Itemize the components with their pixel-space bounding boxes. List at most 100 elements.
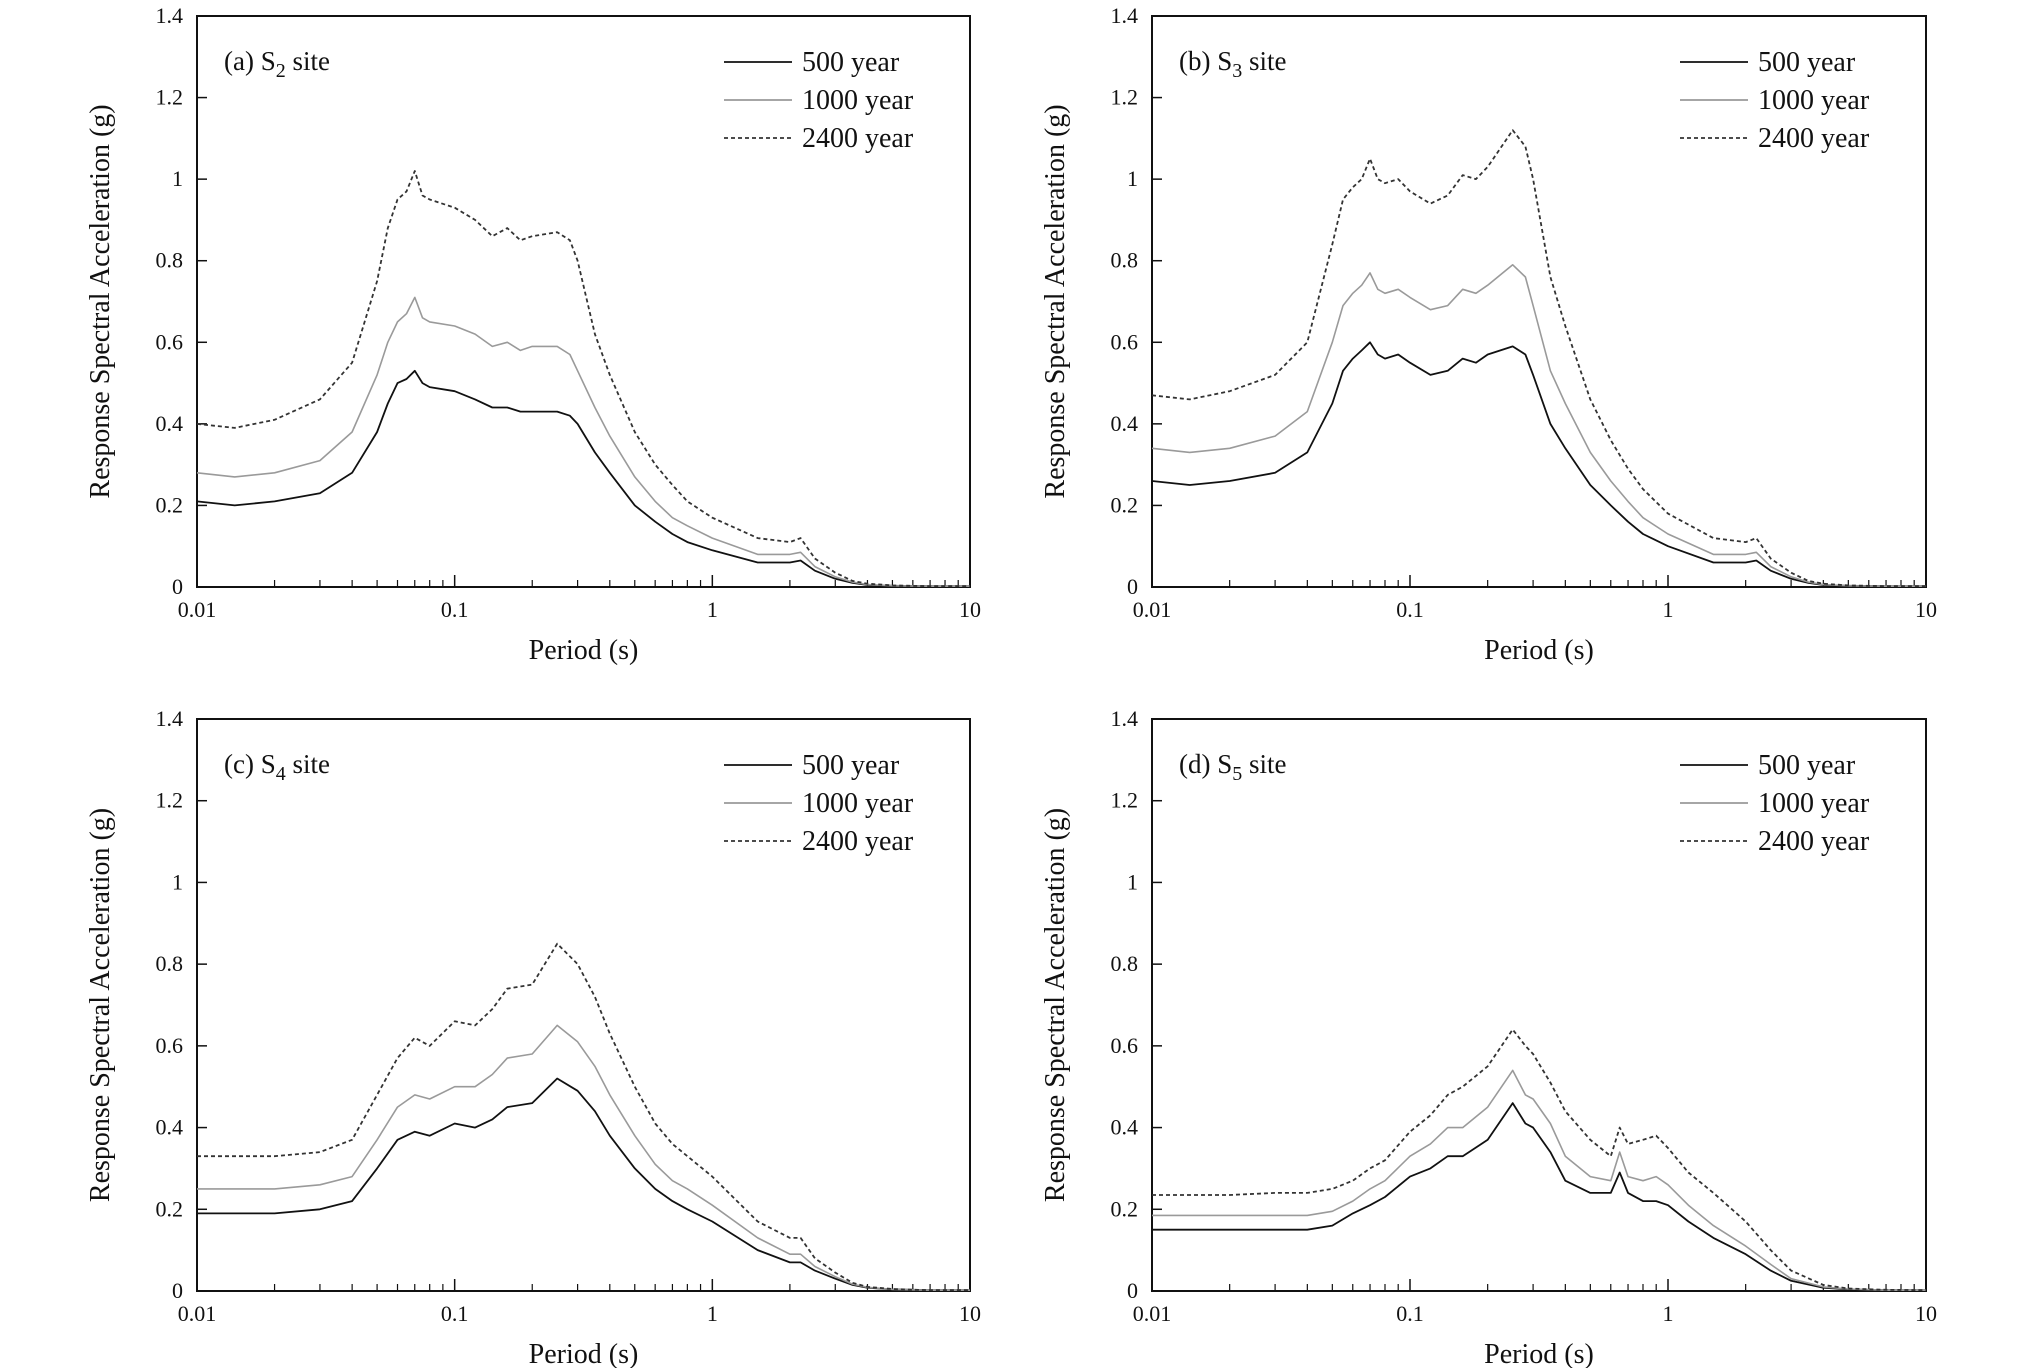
- y-tick-label: 0.6: [156, 1033, 184, 1058]
- y-tick-label: 1.2: [1111, 788, 1139, 813]
- y-tick-label: 0.6: [1111, 1033, 1139, 1058]
- series-line-1000-year: [197, 1024, 970, 1291]
- plot-frame: [1151, 15, 1927, 588]
- y-tick-label: 0: [172, 574, 183, 599]
- y-tick-label: 1: [172, 869, 183, 894]
- panel-title-text: (b) S: [1179, 46, 1232, 76]
- x-axis-label: Period (s): [529, 635, 639, 666]
- panel-title: (b) S3 site: [1179, 46, 1287, 82]
- legend-label: 2400 year: [1758, 826, 1870, 857]
- x-tick-label: 10: [959, 1301, 981, 1326]
- x-axis-label: Period (s): [1484, 635, 1594, 666]
- y-tick-label: 1.4: [1111, 3, 1139, 28]
- y-axis-label: Response Spectral Acceleration (g): [85, 808, 116, 1202]
- legend-label: 500 year: [1758, 750, 1856, 781]
- series-line-1000-year: [1152, 1069, 1926, 1291]
- plot-frame: [196, 718, 971, 1292]
- x-tick-label: 10: [1915, 1301, 1937, 1326]
- y-tick-label: 0.6: [156, 329, 184, 354]
- legend-label: 1000 year: [802, 85, 914, 116]
- x-tick-label: 0.01: [1133, 1301, 1172, 1326]
- x-axis-label: Period (s): [529, 1339, 639, 1368]
- panel-title: (c) S4 site: [224, 749, 330, 785]
- y-tick-label: 0: [1127, 574, 1138, 599]
- y-axis-label: Response Spectral Acceleration (g): [1040, 104, 1071, 498]
- chart-panel-a: 0 0.2 0.4 0.6 0.8 1 1.2 1.4 0.01 0.1 1 10 Period (s)…: [85, 3, 981, 666]
- x-tick-label: 1: [1663, 1301, 1674, 1326]
- x-axis-label: Period (s): [1484, 1339, 1594, 1368]
- legend-label: 500 year: [802, 750, 900, 781]
- panel-title-subscript: 4: [276, 763, 286, 785]
- panel-title-suffix: site: [286, 749, 330, 779]
- x-tick-label: 0.1: [441, 1301, 469, 1326]
- y-axis-label: Response Spectral Acceleration (g): [1040, 808, 1071, 1202]
- y-tick-label: 0.2: [1111, 1196, 1139, 1221]
- y-tick-label: 0.4: [1111, 1115, 1139, 1140]
- series-line-500-year: [1152, 1102, 1926, 1292]
- y-tick-label: 0.2: [1111, 492, 1139, 517]
- series-line-500-year: [197, 1077, 970, 1292]
- legend-label: 2400 year: [802, 123, 914, 154]
- y-tick-label: 0.8: [156, 248, 184, 273]
- panel-title-suffix: site: [1242, 46, 1286, 76]
- y-tick-label: 0.4: [156, 411, 184, 436]
- legend-label: 2400 year: [802, 826, 914, 857]
- legend-label: 500 year: [1758, 47, 1856, 78]
- y-tick-label: 0.2: [156, 1196, 184, 1221]
- y-tick-label: 1: [1127, 869, 1138, 894]
- y-tick-label: 1.4: [156, 706, 184, 731]
- y-tick-label: 0: [172, 1278, 183, 1303]
- y-tick-label: 0.4: [1111, 411, 1139, 436]
- panel-title-subscript: 5: [1232, 763, 1242, 785]
- x-tick-label: 0.01: [178, 597, 217, 622]
- series-line-1000-year: [1151, 263, 1926, 588]
- y-tick-label: 0: [1127, 1278, 1138, 1303]
- x-tick-label: 1: [707, 1301, 718, 1326]
- y-axis-label: Response Spectral Acceleration (g): [85, 104, 116, 498]
- chart-panel-c: 0 0.2 0.4 0.6 0.8 1 1.2 1.4 0.01 0.1 1 10 Period (s)…: [85, 706, 981, 1368]
- y-tick-label: 0.8: [1111, 248, 1139, 273]
- x-tick-label: 1: [707, 597, 718, 622]
- panel-title-text: (d) S: [1179, 749, 1232, 779]
- series-line-2400-year: [1151, 129, 1926, 588]
- legend-label: 1000 year: [1758, 85, 1870, 116]
- series-line-2400-year: [196, 170, 970, 588]
- x-tick-label: 0.1: [441, 597, 469, 622]
- panel-title-text: (a) S: [224, 46, 276, 76]
- panel-title-suffix: site: [286, 46, 330, 76]
- chart-panel-b: 0 0.2 0.4 0.6 0.8 1 1.2 1.4 0.01 0.1 1 10 Period (s)…: [1040, 3, 1937, 666]
- series-line-2400-year: [1152, 1028, 1927, 1292]
- x-tick-label: 0.1: [1396, 1301, 1424, 1326]
- y-tick-label: 0.2: [156, 492, 184, 517]
- legend-label: 1000 year: [802, 788, 914, 819]
- x-tick-label: 1: [1663, 597, 1674, 622]
- x-tick-label: 0.01: [1133, 597, 1172, 622]
- legend-label: 2400 year: [1758, 123, 1870, 154]
- x-tick-label: 10: [959, 597, 981, 622]
- series-line-2400-year: [197, 942, 970, 1292]
- y-tick-label: 1.2: [156, 788, 184, 813]
- legend-label: 1000 year: [1758, 788, 1870, 819]
- y-tick-label: 1.4: [1111, 706, 1139, 731]
- y-tick-label: 0.8: [156, 951, 184, 976]
- panel-title: (a) S2 site: [224, 46, 330, 82]
- x-tick-label: 0.01: [178, 1301, 217, 1326]
- y-tick-label: 1: [1127, 166, 1138, 191]
- y-tick-label: 0.4: [156, 1115, 184, 1140]
- panel-title-subscript: 3: [1232, 60, 1242, 82]
- y-tick-label: 1: [172, 166, 183, 191]
- series-line-1000-year: [196, 296, 970, 588]
- panel-title-suffix: site: [1242, 749, 1286, 779]
- plot-frame: [196, 15, 971, 588]
- y-tick-label: 1.2: [1111, 85, 1139, 110]
- legend-label: 500 year: [802, 47, 900, 78]
- panel-title-text: (c) S: [224, 749, 276, 779]
- x-tick-label: 10: [1915, 597, 1937, 622]
- plot-frame: [1151, 718, 1927, 1292]
- panel-title: (d) S5 site: [1179, 749, 1287, 785]
- series-line-500-year: [196, 369, 970, 588]
- x-tick-label: 0.1: [1396, 597, 1424, 622]
- series-line-500-year: [1151, 341, 1926, 588]
- y-tick-label: 1.4: [156, 3, 184, 28]
